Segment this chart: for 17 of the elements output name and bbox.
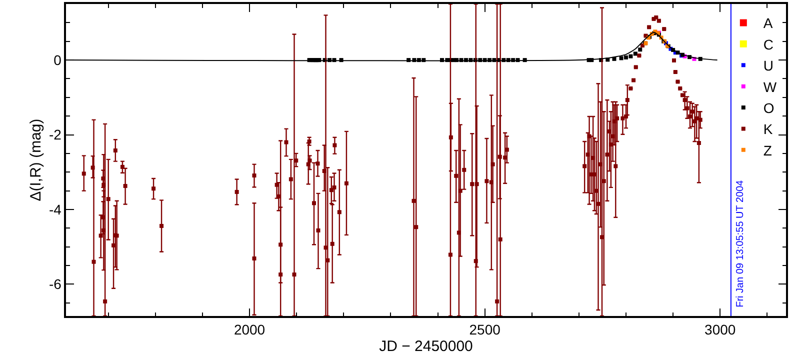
annotation: Fri Jan 09 13:05:55 UT 2004 xyxy=(734,180,746,308)
y-tick-label: -2 xyxy=(48,126,62,143)
legend-label: K xyxy=(763,121,774,138)
y-axis-title: Δ(I,R) (mag) xyxy=(28,118,45,202)
legend-label: O xyxy=(763,100,774,116)
y-tick-label: -6 xyxy=(48,276,62,292)
x-axis-title: JD − 2450000 xyxy=(379,338,473,356)
x-tick-label: 2000 xyxy=(234,322,266,338)
x-tick-label: 3000 xyxy=(704,322,736,338)
x-tick-label: 2500 xyxy=(469,322,501,338)
legend-label: A xyxy=(763,15,774,32)
legend-label: W xyxy=(763,78,778,95)
legend-label: U xyxy=(763,58,774,74)
y-tick-label: -4 xyxy=(48,201,62,218)
legend-label: C xyxy=(763,36,774,52)
legend-label: Z xyxy=(763,142,772,158)
y-tick-label: 0 xyxy=(54,52,62,68)
